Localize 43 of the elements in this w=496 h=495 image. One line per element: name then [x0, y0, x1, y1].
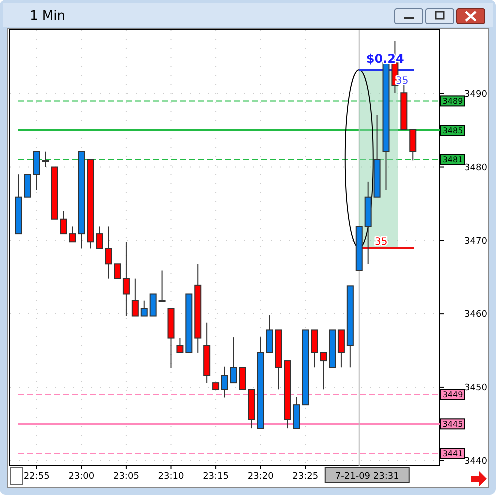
candlestick: [33, 151, 40, 191]
candlestick: [293, 396, 300, 430]
candlestick: [140, 300, 148, 317]
candlestick: [239, 367, 246, 390]
y-tick-label: 3470: [464, 236, 488, 247]
candlestick: [320, 352, 328, 390]
chart-title: 1 Min: [30, 9, 66, 24]
ref-line-label: 3485: [442, 126, 464, 136]
candlestick: [114, 264, 121, 280]
y-tick-label: 3450: [464, 384, 488, 394]
x-tick-label: 22:55: [24, 472, 50, 482]
candlestick: [42, 151, 50, 168]
x-tick-label: 23:00: [68, 472, 95, 482]
candlestick: [410, 129, 417, 162]
candlestick: [176, 338, 184, 354]
x-tick-label: 23:15: [203, 472, 230, 482]
y-tick-label: 3460: [464, 310, 488, 320]
y-tick-label: 3490: [464, 90, 488, 100]
ref-line-label: 3489: [442, 97, 464, 106]
y-tick-label: 3440: [464, 457, 488, 468]
x-tick-label: 23:25: [292, 472, 319, 482]
x-tick-label: 23:10: [158, 472, 184, 482]
candlestick: [105, 226, 112, 280]
x-tick-label: 23:05: [113, 472, 140, 482]
ref-line-label: 3481: [442, 156, 464, 165]
candlestick: [311, 330, 318, 368]
candlestick: [150, 294, 157, 317]
ref-line-label: 3445: [442, 420, 464, 429]
candlestick: [222, 366, 228, 398]
candlestick: [158, 270, 166, 302]
candlestick: [24, 174, 32, 198]
candlestick: [122, 242, 130, 317]
candlestick: [266, 315, 274, 354]
ref-line-label: 7-21-09 23:31: [335, 472, 400, 482]
annotation: 35: [375, 237, 388, 248]
candlestick: [230, 337, 238, 384]
x-tick-label: 23:20: [248, 472, 274, 482]
ref-line-label: 3441: [442, 449, 464, 458]
candlestick: [338, 330, 345, 368]
candlestick: [96, 226, 104, 250]
y-tick-label: 3480: [464, 163, 488, 174]
candlestick: [132, 278, 139, 317]
ref-line-label: 3449: [442, 390, 464, 400]
